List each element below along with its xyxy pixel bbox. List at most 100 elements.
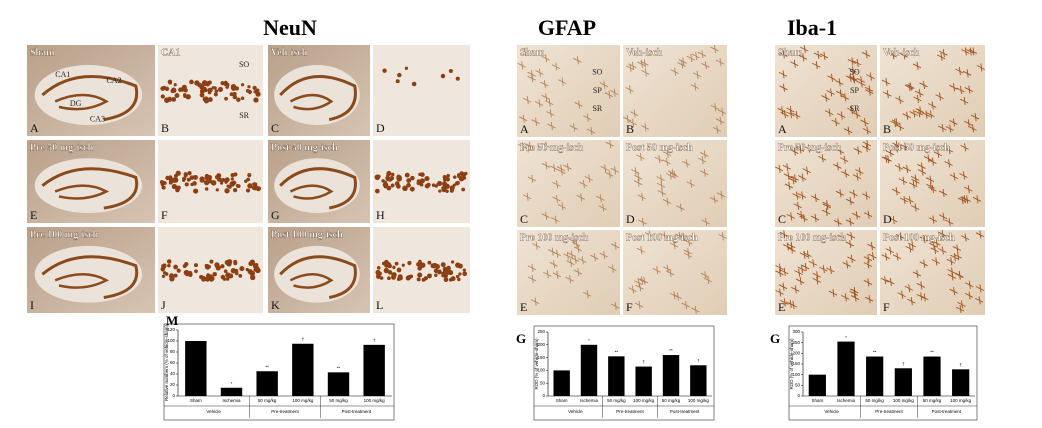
glial-cell: [949, 287, 958, 296]
glial-cell: [860, 117, 869, 127]
neuron: [375, 273, 381, 279]
significance-marker: †: [373, 338, 376, 343]
neuron: [404, 66, 409, 70]
bar: [808, 374, 826, 396]
neuron: [421, 277, 426, 282]
panel-letter: A: [520, 122, 529, 136]
glial-cell: [590, 253, 599, 262]
neuron: [409, 186, 415, 192]
neuron: [462, 271, 468, 277]
neuron: [444, 277, 448, 281]
panel-label: Post 50 mg-isch: [271, 142, 338, 153]
glial-cell: [836, 89, 845, 98]
glial-cell: [584, 174, 593, 183]
neuron: [247, 268, 253, 275]
neuron: [440, 262, 446, 268]
neuron: [193, 188, 199, 194]
micrograph-panel: H: [373, 140, 470, 223]
glial-cell: [909, 180, 918, 189]
dentate: [54, 273, 110, 289]
bar: [608, 356, 625, 396]
neuron: [402, 185, 408, 192]
glial-cell: [670, 67, 679, 76]
glial-cell: [799, 250, 809, 259]
neuron: [170, 88, 175, 94]
neuron: [417, 266, 422, 271]
panel-letter: C: [271, 121, 279, 135]
glial-cell: [530, 297, 540, 306]
micrograph-panel: Post 50 mg-isch G: [268, 140, 370, 223]
glial-cell: [895, 95, 904, 104]
glial-cell: [928, 215, 938, 224]
glial-cell: [684, 238, 693, 247]
glial-cell: [792, 191, 801, 200]
glial-cell: [786, 109, 795, 119]
bar: [866, 356, 884, 396]
glial-cell: [959, 171, 968, 180]
glial-cell: [569, 123, 578, 132]
x-tick-label: 50 mg/kg: [329, 398, 348, 403]
glial-cell: [841, 169, 850, 178]
glial-cell: [896, 232, 905, 241]
glial-cell: [916, 292, 925, 301]
glial-cell: [970, 113, 980, 122]
neuron: [391, 272, 397, 278]
bar: [894, 368, 912, 396]
glial-cell: [573, 244, 583, 253]
glial-cell: [795, 145, 805, 154]
significance-marker: **: [615, 350, 619, 355]
glial-cell: [890, 119, 899, 128]
glial-cell: [926, 110, 935, 119]
glial-cell: [628, 285, 637, 294]
x-tick-label: 50 mg/kg: [662, 398, 681, 403]
x-tick-label: Sham: [190, 398, 202, 403]
glial-cell: [573, 268, 583, 277]
bar: [952, 369, 970, 396]
neuron: [458, 272, 462, 276]
neuron: [239, 266, 245, 272]
glial-cell: [929, 241, 938, 250]
neuron: [441, 271, 446, 277]
glial-cell: [541, 141, 551, 150]
neuron: [173, 273, 178, 278]
panel-label: Pre 100 mg-isch: [30, 229, 99, 240]
glial-cell: [974, 296, 984, 305]
neuron: [411, 81, 417, 87]
glial-cell: [686, 54, 695, 63]
bar: [580, 344, 598, 396]
chart-letter: G: [516, 331, 526, 346]
bar: [837, 341, 855, 396]
neuron: [236, 97, 241, 102]
neuron: [229, 92, 234, 97]
significance-marker: †: [642, 360, 645, 365]
glial-cell: [956, 85, 965, 95]
glial-cell: [976, 63, 986, 72]
neuron: [381, 179, 385, 183]
glial-cell: [797, 264, 806, 273]
glial-cell: [828, 289, 838, 298]
glial-cell: [902, 164, 911, 173]
neuron: [374, 174, 381, 181]
glial-cell: [552, 180, 561, 189]
glial-cell: [812, 61, 821, 70]
glial-cell: [912, 61, 922, 71]
neuron: [374, 188, 380, 194]
neuron: [406, 182, 411, 188]
panel-image: [880, 140, 985, 227]
panel-letter: A: [778, 122, 787, 136]
glial-cell: [824, 108, 834, 117]
glial-cell: [665, 268, 675, 277]
neuron: [233, 261, 238, 266]
glial-cell: [907, 297, 916, 306]
region-annotation: SP: [593, 86, 602, 95]
bar: [256, 371, 278, 396]
neuron: [387, 276, 391, 281]
glial-cell: [845, 217, 855, 226]
y-axis-label: ROD (% of vehicle-sham): [534, 338, 539, 390]
glial-cell: [608, 264, 617, 273]
glial-cell: [964, 291, 974, 300]
neuron: [434, 273, 438, 277]
region-annotation: CA2: [106, 76, 121, 85]
glial-cell: [679, 232, 688, 241]
glial-cell: [669, 170, 679, 179]
